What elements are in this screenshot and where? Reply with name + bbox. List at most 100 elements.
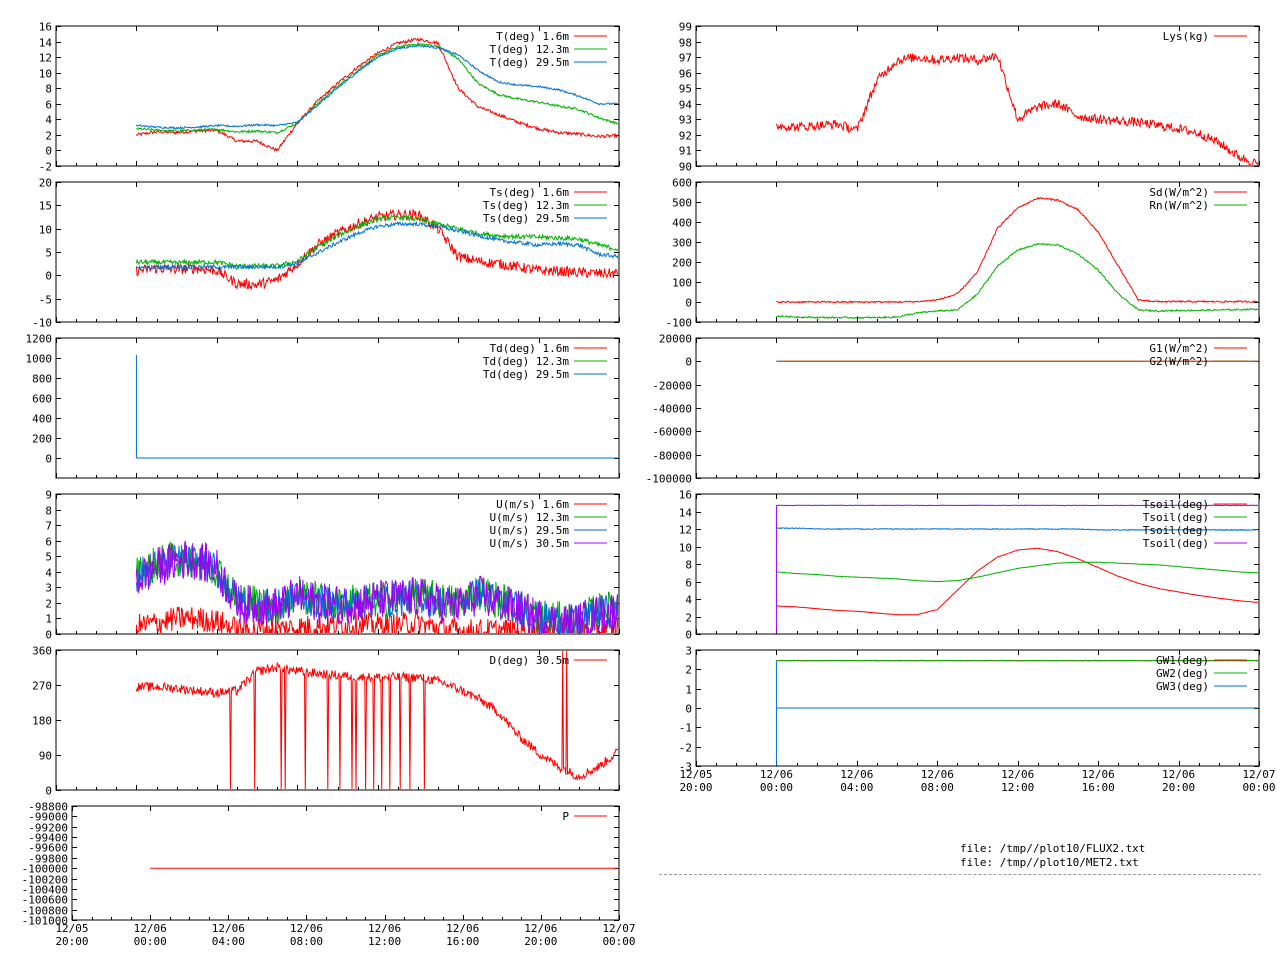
panel-gw: -3-2-1012312/0520:0012/0600:0012/0604:00… [679, 645, 1276, 795]
x-tick-label: 08:00 [921, 781, 954, 794]
series-line-t-1 [136, 41, 618, 135]
y-tick-label: -100000 [22, 863, 68, 876]
legend-label: Tsoil(deg) [1143, 537, 1209, 550]
y-tick-label: -99800 [28, 853, 68, 866]
y-tick-label: 2 [685, 612, 692, 625]
y-tick-label: -1 [679, 722, 692, 735]
y-tick-label: 0 [45, 145, 52, 158]
y-tick-label: 600 [32, 393, 52, 406]
y-tick-label: 6 [45, 99, 52, 112]
plot-frame [71, 805, 620, 921]
legend-label: Td(deg) 12.3m [483, 355, 569, 368]
y-tick-label: 97 [679, 52, 692, 65]
y-tick-label: 10 [679, 542, 692, 555]
y-tick-label: 300 [672, 237, 692, 250]
x-tick-label: 00:00 [134, 935, 167, 948]
y-tick-label: -98800 [28, 801, 68, 814]
y-tick-label: 3 [685, 645, 692, 658]
y-tick-label: 200 [32, 433, 52, 446]
y-tick-label: 5 [45, 551, 52, 564]
y-tick-label: 90 [39, 750, 52, 763]
x-tick-label: 12/07 [602, 922, 635, 935]
y-tick-label: 8 [45, 505, 52, 518]
series-line-lys-0 [775, 52, 1258, 165]
file-list: file: /tmp//plot10/FLUX2.txt file: /tmp//… [960, 842, 1145, 870]
y-tick-label: -10 [32, 317, 52, 330]
legend-label: Ts(deg) 1.6m [490, 186, 570, 199]
legend-label: Ts(deg) 12.3m [483, 199, 569, 212]
legend-label: GW3(deg) [1156, 680, 1209, 693]
y-tick-label: -99000 [28, 811, 68, 824]
y-tick-label: 16 [679, 489, 692, 502]
legend-label: G1(W/m^2) [1149, 342, 1209, 355]
x-tick-label: 16:00 [446, 935, 479, 948]
panel-sd: -100 0 100 200 300 400 500 600 Sd(W/m^2)Rn(W/m^2… [666, 177, 1260, 330]
x-tick-label: 12/06 [212, 922, 245, 935]
legend-label: Rn(W/m^2) [1149, 199, 1209, 212]
file-met2: file: /tmp//plot10/MET2.txt [960, 856, 1139, 869]
series-line-gw-1 [776, 659, 1258, 662]
x-tick-label: 16:00 [1082, 781, 1115, 794]
x-tick-label: 12/06 [1082, 768, 1115, 781]
x-tick-label: 12/06 [921, 768, 954, 781]
y-tick-label: 98 [679, 37, 692, 50]
y-tick-label: 10 [39, 68, 52, 81]
series-line-sd-0 [776, 196, 1258, 304]
y-tick-label: -60000 [652, 426, 692, 439]
y-tick-label: 600 [672, 177, 692, 190]
y-tick-label: 99 [679, 21, 692, 34]
x-tick-label: 00:00 [602, 935, 635, 948]
x-tick-label: 12:00 [1001, 781, 1034, 794]
y-tick-label: 2 [685, 664, 692, 677]
x-tick-label: 12/07 [1242, 768, 1275, 781]
y-tick-label: -100600 [22, 894, 68, 907]
y-tick-label: 0 [45, 270, 52, 283]
x-tick-label: 12/06 [134, 922, 167, 935]
y-tick-label: 0 [685, 297, 692, 310]
legend-label: U(m/s) 30.5m [490, 537, 570, 550]
legend-label: D(deg) 30.5m [490, 654, 570, 667]
y-tick-label: -20000 [652, 380, 692, 393]
y-tick-label: 400 [672, 217, 692, 230]
y-tick-label: -99400 [28, 832, 68, 845]
plot-frame [695, 25, 1260, 167]
x-tick-label: 12/06 [524, 922, 557, 935]
plot-area [135, 651, 618, 789]
x-tick-label: 12:00 [368, 935, 401, 948]
x-tick-label: 12/05 [55, 922, 88, 935]
y-tick-label: 14 [39, 37, 53, 50]
x-tick-label: 04:00 [212, 935, 245, 948]
y-tick-label: -99200 [28, 822, 68, 835]
x-tick-label: 12/06 [1001, 768, 1034, 781]
panel-lys: 90 91 92 93 94 95 96 97 98 99 Lys(kg) [679, 21, 1260, 174]
x-tick-label: 12/06 [760, 768, 793, 781]
y-tick-label: 91 [679, 145, 692, 158]
x-tick-label: 20:00 [524, 935, 557, 948]
y-tick-label: 6 [685, 577, 692, 590]
y-tick-label: 7 [45, 520, 52, 533]
y-tick-label: 9 [45, 489, 52, 502]
legend-label: T(deg) 1.6m [496, 30, 569, 43]
legend-label: G2(W/m^2) [1149, 355, 1209, 368]
series-line-ts-0 [135, 208, 618, 290]
y-tick-label: 4 [45, 567, 52, 580]
y-tick-label: 1 [685, 684, 692, 697]
y-tick-label: -100400 [22, 884, 68, 897]
legend-label: Sd(W/m^2) [1149, 186, 1209, 199]
legend-label: U(m/s) 1.6m [496, 498, 569, 511]
panel-g: -100000 -80000 -60000 -40000 -20000 0 20000 G1(… [646, 333, 1260, 486]
legend-label: T(deg) 12.3m [490, 43, 570, 56]
plot-area [775, 504, 1258, 633]
y-tick-label: 90 [679, 161, 692, 174]
y-tick-label: 200 [672, 257, 692, 270]
y-tick-label: -40000 [652, 403, 692, 416]
y-tick-label: 100 [672, 277, 692, 290]
plot-frame [55, 337, 620, 479]
legend-label: T(deg) 29.5m [490, 56, 570, 69]
series-line-tsoil-0 [776, 547, 1258, 616]
plot-area [135, 540, 618, 633]
y-tick-label: 20000 [659, 333, 692, 346]
series-line-tsoil-1 [776, 561, 1258, 583]
